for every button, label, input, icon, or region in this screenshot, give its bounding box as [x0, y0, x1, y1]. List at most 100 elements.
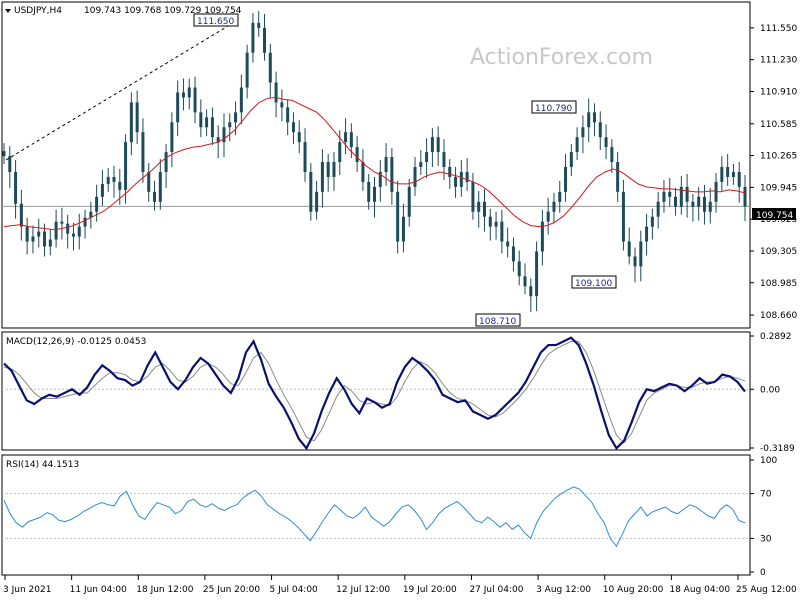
candle-body [315, 191, 319, 212]
candle-body [737, 171, 741, 187]
candle-body [535, 251, 539, 297]
svg-text:108.710: 108.710 [479, 317, 516, 327]
rsi-panel [1, 454, 751, 576]
candle-body [147, 171, 151, 192]
candle-body [616, 162, 620, 192]
candle-body [697, 196, 701, 207]
candle-body [650, 216, 654, 227]
candle-body [286, 107, 290, 123]
y-tick-label: 110.265 [760, 152, 797, 162]
candle-body [523, 276, 527, 287]
candle-body [54, 221, 58, 240]
y-tick-label: 109.305 [760, 247, 797, 257]
candle-body [25, 226, 29, 242]
candle-body [378, 171, 382, 187]
candle-body [274, 82, 278, 103]
candle-body [309, 171, 313, 212]
candle-body [158, 171, 162, 202]
candle-body [500, 221, 504, 242]
y-tick-label: 100 [760, 456, 777, 466]
candle-body [592, 112, 596, 123]
x-tick-label: 18 Jun 12:00 [136, 585, 193, 595]
candle-body [297, 132, 301, 143]
symbol-label: USDJPY,H4 [14, 6, 62, 16]
candle-body [621, 191, 625, 242]
moving-average-line [3, 96, 746, 231]
candle-body [714, 181, 718, 202]
svg-text:109.100: 109.100 [575, 279, 612, 289]
candle-body [14, 171, 18, 204]
candle-body [8, 156, 12, 172]
candle-body [89, 211, 93, 218]
candle-body [708, 201, 712, 212]
candle-body [193, 87, 197, 113]
rsi-y-axis: 100 70 30 0 [750, 456, 777, 578]
y-tick-label: 109.945 [760, 183, 797, 193]
price-y-axis: 111.550 111.230 110.910 110.585 110.265 109.9… [750, 24, 797, 321]
macd-title: MACD(12,26,9) -0.0125 0.0453 [6, 337, 146, 347]
candle-body [326, 162, 330, 177]
candle-body [367, 181, 371, 202]
y-tick-label: 111.230 [760, 56, 797, 66]
candle-body [401, 216, 405, 242]
rsi-title: RSI(14) 44.1513 [6, 460, 79, 470]
candle-body [129, 102, 133, 143]
candle-body [546, 211, 550, 222]
candle-body [564, 167, 568, 192]
candle-body [257, 22, 261, 28]
x-tick-label: 27 Jul 04:00 [469, 585, 523, 595]
candle-body [540, 221, 544, 252]
candle-body [419, 162, 423, 167]
candle-body [511, 246, 515, 262]
svg-text:111.650: 111.650 [197, 17, 234, 27]
x-tick-label: 3 Aug 12:00 [536, 585, 591, 595]
candle-body [413, 167, 417, 187]
candle-body [645, 226, 649, 242]
candle-body [291, 122, 295, 133]
candle-body [726, 167, 730, 177]
candle-body [488, 216, 492, 227]
candle-body [280, 102, 284, 108]
candle-body [100, 183, 104, 197]
x-axis: 3 Jun 2021 11 Jun 04:00 18 Jun 12:00 25 Jun… [3, 575, 797, 595]
candle-body [477, 201, 481, 212]
candle-body [569, 152, 573, 167]
current-price-marker: 109.754 [752, 208, 796, 221]
candle-body [83, 217, 87, 227]
candle-body [702, 196, 706, 212]
candle-body [604, 137, 608, 148]
candle-body [77, 226, 81, 237]
candle-body [349, 132, 353, 148]
candle-body [141, 132, 145, 172]
candle-body [639, 241, 643, 267]
candle-body [48, 239, 52, 247]
x-tick-label: 10 Aug 20:00 [603, 585, 664, 595]
annotation-high-2: 110.790 [531, 100, 577, 114]
candle-body [135, 102, 139, 133]
x-tick-label: 12 Jul 12:00 [336, 585, 390, 595]
x-tick-label: 18 Aug 04:00 [669, 585, 730, 595]
candle-body [222, 127, 226, 143]
candle-body [71, 233, 75, 237]
candle-body [199, 112, 203, 128]
candle-body [355, 147, 359, 163]
candle-body [95, 196, 99, 212]
x-tick-label: 11 Jun 04:00 [70, 585, 127, 595]
y-tick-label: 109.625 [760, 215, 797, 225]
candle-body [679, 186, 683, 207]
macd-panel [1, 331, 751, 451]
candle-body [2, 151, 6, 157]
ohlc-values: 109.743 109.768 109.729 109.754 [84, 6, 242, 16]
candle-body [454, 176, 458, 187]
candle-body [517, 261, 521, 277]
macd-line [3, 336, 746, 451]
candle-body [251, 22, 255, 53]
candle-body [245, 52, 249, 88]
x-tick-label: 5 Jul 04:00 [270, 585, 319, 595]
candle-body [674, 196, 678, 207]
macd-y-axis: 0.2892 0.00 -0.3189 [750, 332, 795, 454]
candle-body [731, 171, 735, 177]
candle-body [442, 152, 446, 167]
price-plot [2, 10, 750, 313]
